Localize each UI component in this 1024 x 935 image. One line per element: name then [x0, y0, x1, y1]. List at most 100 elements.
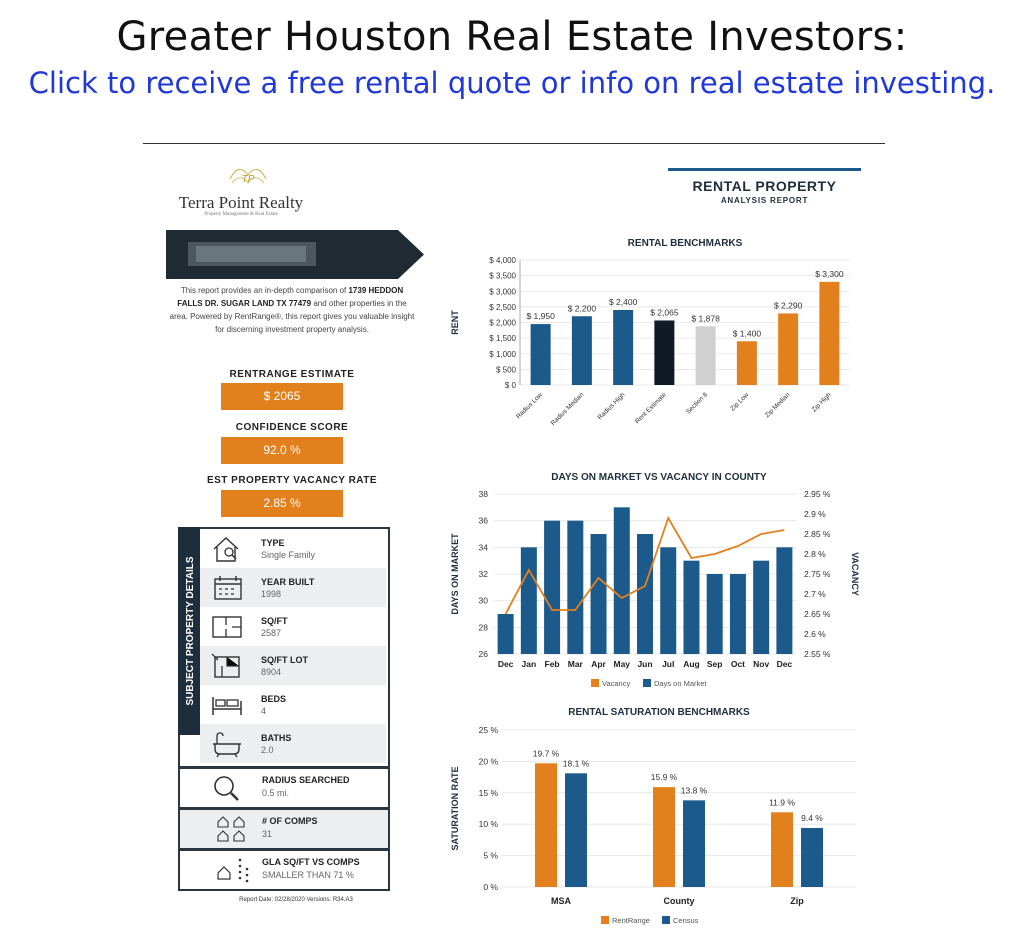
year-built-label: YEAR BUILT: [261, 577, 315, 587]
x-tick-label: Zip Low: [729, 391, 750, 412]
bar-value-label: $ 2,200: [568, 303, 597, 313]
brand-name: Terra Point Realty: [178, 193, 304, 212]
y2-tick-label: 2.6 %: [804, 629, 826, 639]
vacancy-rate-value: 2.85 %: [221, 490, 343, 517]
bar: [637, 534, 653, 654]
comps-count-value: 31: [262, 829, 273, 839]
type-label: TYPE: [261, 538, 285, 548]
bar: [706, 574, 723, 654]
x-tick-label: MSA: [551, 896, 572, 906]
chart-title: RENTAL BENCHMARKS: [628, 238, 743, 249]
bar-value-label: 15.9 %: [651, 772, 678, 782]
bar: [729, 574, 746, 654]
brand-monogram: TP: [242, 174, 255, 185]
bar: [778, 313, 799, 385]
bar: [530, 324, 551, 385]
y2-tick-label: 2.8 %: [804, 549, 826, 559]
magnifier-icon: [214, 776, 239, 801]
legend-swatch: [643, 679, 651, 687]
bar: [590, 534, 607, 654]
rentrange-estimate-label: RENTRANGE ESTIMATE: [229, 369, 355, 380]
x-tick-label: Apr: [591, 659, 606, 669]
baths-value: 2.0: [261, 745, 274, 755]
y-tick-label: $ 2,000: [489, 319, 516, 328]
detail-row-sqft-lot: SQ/FT LOT 8904: [200, 646, 386, 685]
y-tick-label: $ 500: [496, 365, 517, 374]
radius-searched-value: 0.5 mi.: [262, 788, 290, 798]
bathtub-icon: [213, 732, 241, 758]
rentrange-estimate-value: $ 2065: [221, 383, 343, 410]
property-details-title-text: SUBJECT PROPERTY DETAILS: [185, 556, 196, 705]
y-axis-title: SATURATION RATE: [450, 767, 460, 851]
y2-tick-label: 2.95 %: [804, 489, 831, 499]
legend-swatch: [662, 916, 670, 924]
x-tick-label: Rent Estimate: [634, 391, 668, 425]
sqft-label: SQ/FT: [261, 616, 288, 626]
bar-value-label: $ 2,400: [609, 297, 638, 307]
y-tick-label: $ 3,500: [489, 272, 516, 281]
bar-value-label: 11.9 %: [769, 797, 795, 807]
y2-tick-label: 2.9 %: [804, 509, 826, 519]
y-tick-label: 25 %: [479, 725, 499, 735]
bar: [654, 320, 675, 385]
report-title: RENTAL PROPERTY: [692, 178, 837, 194]
radius-searched-box: RADIUS SEARCHED 0.5 mi.: [178, 767, 390, 809]
x-tick-label: Mar: [568, 659, 584, 669]
bar: [567, 520, 584, 654]
x-tick-label: County: [664, 896, 695, 906]
bar: [736, 341, 757, 385]
bar: [695, 326, 716, 385]
bed-icon: [212, 697, 242, 715]
property-details-title: SUBJECT PROPERTY DETAILS: [185, 556, 196, 705]
y-tick-label: $ 3,000: [489, 287, 516, 296]
days-on-market-chart: DAYS ON MARKET VS VACANCY IN COUNTY DAYS …: [450, 472, 860, 688]
bar: [613, 507, 630, 654]
property-address: 1739 HEDDON FALLS DR. SUGAR LAND TX 7747…: [177, 286, 404, 308]
detail-row-sqft: SQ/FT 2587: [200, 607, 386, 646]
y-tick-label: 32: [479, 569, 489, 579]
vacancy-line: [504, 515, 785, 615]
y-tick-label: 20 %: [479, 756, 499, 766]
detail-row-year-built: YEAR BUILT 1998: [200, 568, 386, 607]
x-tick-label: Jul: [662, 659, 674, 669]
x-tick-label: Feb: [545, 659, 560, 669]
bar-value-label: $ 2,290: [774, 300, 803, 310]
y2-tick-label: 2.75 %: [804, 569, 831, 579]
bar: [660, 547, 677, 654]
bar: [565, 773, 587, 887]
x-tick-label: Jan: [522, 659, 537, 669]
x-tick-label: Oct: [731, 659, 745, 669]
x-tick-label: May: [613, 659, 630, 669]
legend-swatch: [591, 679, 599, 687]
y2-axis-title: VACANCY: [850, 552, 860, 596]
x-tick-label: Dec: [777, 659, 793, 669]
beds-label: BEDS: [261, 694, 287, 704]
x-tick-label: Zip: [790, 896, 804, 906]
y-tick-label: $ 1,500: [489, 334, 516, 343]
y2-tick-label: 2.55 %: [804, 649, 831, 659]
bar-value-label: 9.4 %: [801, 813, 823, 823]
y-tick-label: 38: [479, 489, 489, 499]
gla-vs-comps-label: GLA SQ/FT VS COMPS: [262, 857, 360, 867]
bar: [683, 800, 705, 887]
y-tick-label: $ 4,000: [489, 256, 516, 265]
bar-value-label: $ 3,300: [815, 269, 844, 279]
calendar-icon: [214, 576, 242, 600]
divider: [143, 143, 885, 144]
y2-tick-label: 2.85 %: [804, 529, 831, 539]
y-tick-label: 10 %: [479, 819, 499, 829]
gla-vs-comps-box: GLA SQ/FT VS COMPS SMALLER THAN 71 %: [178, 849, 390, 891]
bar: [776, 547, 793, 654]
free-quote-link[interactable]: Click to receive a free rental quote or …: [28, 66, 996, 100]
beds-value: 4: [261, 706, 267, 716]
lot-plan-icon: [211, 653, 240, 678]
report-title-rule: [668, 168, 861, 171]
y-tick-label: $ 0: [505, 381, 517, 390]
year-built-value: 1998: [261, 589, 282, 599]
x-tick-label: Zip High: [811, 391, 833, 413]
brand-tagline: Property Management & Real Estate: [204, 212, 278, 217]
comps-count-label: # OF COMPS: [262, 816, 318, 826]
confidence-score-label: CONFIDENCE SCORE: [235, 422, 349, 433]
sqft-lot-label: SQ/FT LOT: [261, 655, 308, 665]
y-tick-label: 5 %: [483, 851, 498, 861]
